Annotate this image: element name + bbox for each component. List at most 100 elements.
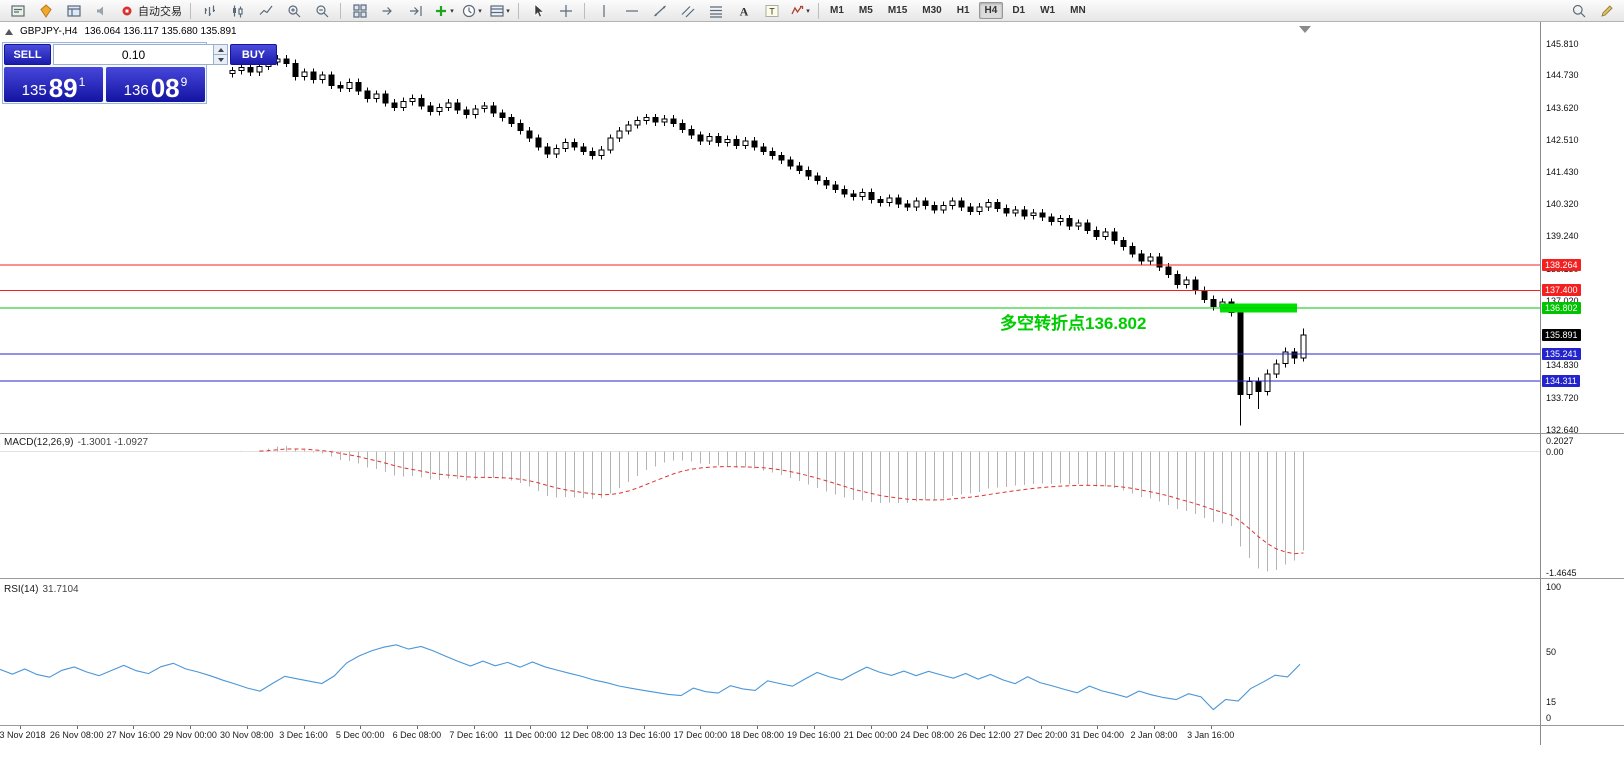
time-axis-label: 21 Dec 00:00: [843, 730, 898, 740]
buy-price-sup: 9: [180, 75, 188, 89]
time-axis-label: 13 Dec 16:00: [616, 730, 671, 740]
time-axis-tick: [1040, 726, 1042, 729]
timeframe-m30-button[interactable]: M30: [922, 5, 942, 16]
cursor-icon[interactable]: [524, 0, 551, 21]
price-axis-label: 143.620: [1546, 102, 1579, 113]
tile-windows-icon[interactable]: [346, 0, 373, 21]
rsi-panel[interactable]: [0, 580, 1540, 724]
time-axis-label: 30 Nov 08:00: [220, 730, 274, 740]
label-icon[interactable]: T: [758, 0, 785, 21]
edit-icon[interactable]: [1593, 0, 1620, 21]
timeframe-m1-button[interactable]: M1: [830, 5, 844, 16]
svg-text:A: A: [739, 4, 748, 18]
price-tag: 136.802: [1542, 302, 1581, 315]
price-axis-label: -1.4645: [1546, 568, 1577, 578]
timeframe-m5-button[interactable]: M5: [858, 5, 873, 16]
timeframe-m15-button[interactable]: M15: [887, 5, 908, 16]
bar-chart-icon[interactable]: [196, 0, 223, 21]
new-chart-icon[interactable]: [32, 0, 59, 21]
macd-values: -1.3001 -1.0927: [77, 437, 149, 448]
horizontal-line-icon[interactable]: [618, 0, 645, 21]
down-arrow-icon: [217, 57, 224, 62]
panel-separator[interactable]: [0, 578, 1624, 579]
timeframe-toolbar: M1 M5 M15 M30 H1 H4 D1 W1 MN: [823, 2, 1093, 19]
periods-icon[interactable]: ▾: [458, 0, 485, 21]
timeframe-w1-button[interactable]: W1: [1040, 5, 1056, 16]
buy-button[interactable]: BUY: [230, 44, 277, 65]
price-axis[interactable]: 145.810 144.730 143.620 142.510 141.430 140.3…: [1541, 22, 1624, 745]
time-axis-label: 5 Dec 00:00: [335, 730, 385, 740]
profiles-icon[interactable]: [60, 0, 87, 21]
time-axis-label: 6 Dec 08:00: [392, 730, 442, 740]
crosshair-icon[interactable]: [552, 0, 579, 21]
price-axis-label: 0.00: [1546, 446, 1564, 457]
time-axis-tick: [246, 726, 248, 729]
text-icon[interactable]: A: [730, 0, 757, 21]
candlestick-chart-icon[interactable]: [224, 0, 251, 21]
volume-input[interactable]: [54, 45, 213, 64]
panel-separator[interactable]: [0, 433, 1624, 434]
volume-field: [53, 44, 228, 65]
price-axis-label: 134.830: [1546, 360, 1579, 371]
rsi-line: [0, 644, 1301, 711]
timeframe-d1-button[interactable]: D1: [1012, 5, 1026, 16]
price-axis-label: 145.810: [1546, 38, 1579, 49]
timeframe-h1-button[interactable]: H1: [956, 5, 970, 16]
line-chart-icon[interactable]: [252, 0, 279, 21]
price-tag: 134.311: [1542, 375, 1580, 388]
price-axis-label: 100: [1546, 582, 1562, 592]
time-axis-label: 18 Dec 08:00: [730, 730, 784, 740]
sell-button[interactable]: SELL: [4, 44, 51, 65]
trendline-icon[interactable]: [646, 0, 673, 21]
candles: [229, 55, 1307, 426]
main-toolbar: 自动交易 ▾ ▾ ▾ A T ▾ M1 M5 M15 M30 H1 H4 D1 W1 MN: [0, 0, 1624, 22]
time-axis-label: 7 Dec 16:00: [449, 730, 498, 740]
time-axis-tick: [813, 726, 815, 729]
toolbar-separator: [190, 2, 191, 19]
timeframe-mn-button[interactable]: MN: [1070, 5, 1086, 16]
time-axis-label: 12 Dec 08:00: [560, 730, 614, 740]
price-axis-label: 137.020: [1546, 296, 1579, 306]
auto-scroll-icon[interactable]: [374, 0, 401, 21]
trade-panel-collapse-icon[interactable]: [5, 28, 13, 35]
indicators-icon[interactable]: ▾: [430, 0, 457, 21]
vertical-line-icon[interactable]: [590, 0, 617, 21]
price-axis-label: 144.730: [1546, 70, 1579, 81]
timeframe-h4-button[interactable]: H4: [978, 2, 1004, 19]
zoom-out-icon[interactable]: [308, 0, 335, 21]
time-axis-label: 26 Dec 12:00: [957, 730, 1011, 740]
search-icon[interactable]: [1565, 0, 1592, 21]
macd-histogram: [241, 446, 1304, 572]
toolbar-left-group: 自动交易 ▾ ▾ ▾ A T ▾: [4, 0, 823, 21]
price-axis-label: 133.720: [1546, 392, 1579, 403]
time-axis-label: 23 Nov 2018: [0, 730, 46, 740]
price-axis-label: 142.510: [1546, 135, 1579, 146]
pivot-annotation[interactable]: 多空转折点136.802: [1000, 314, 1147, 333]
volume-up-button[interactable]: [214, 45, 227, 54]
alerts-icon[interactable]: [88, 0, 115, 21]
time-axis-tick: [927, 726, 929, 729]
macd-signal-line: [259, 448, 1304, 555]
fibonacci-icon[interactable]: [702, 0, 729, 21]
toolbar-right-group: [1565, 0, 1620, 21]
templates-icon[interactable]: ▾: [486, 0, 513, 21]
channel-icon[interactable]: [674, 0, 701, 21]
time-axis-tick: [643, 726, 645, 729]
panel-separator: [0, 725, 1624, 726]
auto-trading-button[interactable]: 自动交易: [116, 0, 185, 21]
time-axis-tick: [1154, 726, 1155, 729]
macd-panel[interactable]: [0, 434, 1540, 578]
zoom-in-icon[interactable]: [280, 0, 307, 21]
macd-indicator-label: MACD(12,26,9) -1.3001 -1.0927: [4, 437, 148, 448]
sell-price-button[interactable]: 135 89 1: [4, 67, 103, 102]
buy-price-button[interactable]: 136 08 9: [106, 67, 205, 102]
buy-price-prefix: 136: [123, 81, 149, 99]
arrows-icon[interactable]: ▾: [786, 0, 813, 21]
main-chart[interactable]: [0, 22, 1540, 433]
chart-shift-icon[interactable]: [402, 0, 429, 21]
price-axis-label: 132.640: [1546, 424, 1579, 435]
sell-price-sup: 1: [78, 75, 86, 89]
volume-down-button[interactable]: [214, 54, 227, 64]
terminal-icon[interactable]: [4, 0, 31, 21]
